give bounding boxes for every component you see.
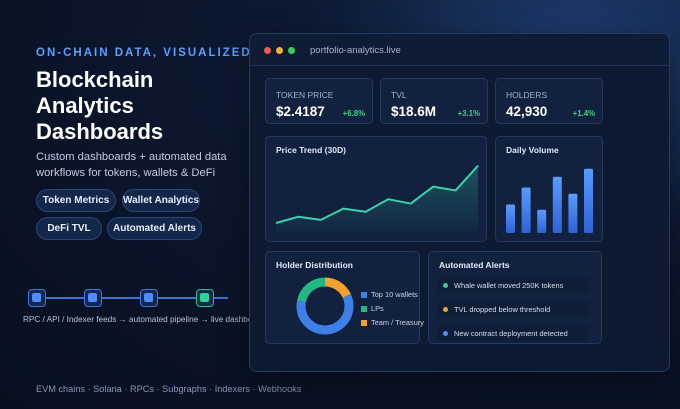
alert-text: Whale wallet moved 250K tokens xyxy=(454,280,564,290)
daily-volume-title: Daily Volume xyxy=(506,145,559,155)
alert-text: New contract deployment detected xyxy=(454,328,568,338)
pipeline-node-icon xyxy=(140,289,158,307)
kpi-label: HOLDERS xyxy=(506,90,548,100)
maximize-window-dot-icon[interactable] xyxy=(288,47,295,54)
dashboard-window: portfolio-analytics.live TOKEN PRICE $2.… xyxy=(249,33,670,372)
holder-donut-chart xyxy=(296,277,354,335)
alert-status-dot-icon xyxy=(443,306,448,312)
holder-distribution-title: Holder Distribution xyxy=(276,260,353,270)
legend-item-lps: LPs xyxy=(361,304,384,313)
holder-distribution-card: Holder Distribution Top 10 wallets LPs T… xyxy=(265,251,424,344)
kpi-value: $18.6M xyxy=(391,104,437,119)
hero-title-line: Analytics xyxy=(36,93,134,118)
donut-segment xyxy=(296,277,354,335)
kpi-value: 42,930 xyxy=(506,104,548,119)
alert-status-dot-icon xyxy=(443,282,448,288)
window-titlebar: portfolio-analytics.live xyxy=(250,34,669,66)
pill-automated-alerts[interactable]: Automated Alerts xyxy=(107,217,202,240)
daily-volume-card: Daily Volume xyxy=(495,136,603,242)
kpi-delta: +6.8% xyxy=(342,109,365,118)
kpi-delta: +3.1% xyxy=(457,109,480,118)
automated-alerts-card: Automated Alerts Whale wallet moved 250K… xyxy=(428,251,602,344)
volume-bar xyxy=(552,176,562,233)
legend-swatch xyxy=(361,291,367,298)
price-trend-chart xyxy=(275,165,479,233)
legend-swatch xyxy=(361,305,367,312)
legend-label: LPs xyxy=(371,304,384,313)
pipeline-connector xyxy=(38,297,228,299)
pipeline-node-icon xyxy=(84,289,102,307)
price-trend-area xyxy=(276,165,478,233)
kpi-card-token-price: TOKEN PRICE $2.4187 +6.8% xyxy=(265,78,373,124)
volume-bar xyxy=(584,168,593,233)
hero-subtitle: Custom dashboards + automated data workf… xyxy=(36,151,227,179)
volume-bar xyxy=(537,209,547,233)
alert-item[interactable]: New contract deployment detected xyxy=(437,325,589,341)
data-pipeline xyxy=(28,289,228,307)
legend-item-top-10-wallets: Top 10 wallets xyxy=(361,290,418,299)
alert-status-dot-icon xyxy=(443,330,448,336)
supported-sources: EVM chains · Solana · RPCs · Subgraphs ·… xyxy=(36,384,302,394)
hero-title-line: Dashboards xyxy=(36,119,164,144)
pipeline-caption: RPC / API / Indexer feeds → automated pi… xyxy=(23,315,265,324)
price-trend-card: Price Trend (30D) xyxy=(265,136,487,242)
kpi-label: TOKEN PRICE xyxy=(276,90,334,100)
pipeline-node-active-icon xyxy=(196,289,214,307)
hero-eyebrow: ON-CHAIN DATA, VISUALIZED xyxy=(36,47,252,59)
minimize-window-dot-icon[interactable] xyxy=(276,47,283,54)
pill-token-metrics[interactable]: Token Metrics xyxy=(36,189,116,212)
legend-label: Team / Treasury xyxy=(371,318,424,327)
close-window-dot-icon[interactable] xyxy=(264,47,271,54)
volume-bar xyxy=(506,204,515,233)
price-trend-line xyxy=(275,165,479,224)
legend-swatch xyxy=(361,319,367,326)
pipeline-node-icon xyxy=(28,289,46,307)
hero-title-line: Blockchain xyxy=(36,67,154,92)
kpi-delta: +1.4% xyxy=(572,109,595,118)
pill-wallet-analytics[interactable]: Wallet Analytics xyxy=(122,189,200,212)
alert-item[interactable]: Whale wallet moved 250K tokens xyxy=(437,277,589,293)
kpi-label: TVL xyxy=(391,90,407,100)
hero-title: Blockchain Analytics Dashboards xyxy=(36,67,236,145)
price-trend-title: Price Trend (30D) xyxy=(276,145,346,155)
volume-bar xyxy=(521,187,531,233)
kpi-card-tvl: TVL $18.6M +3.1% xyxy=(380,78,488,124)
kpi-value: $2.4187 xyxy=(276,104,325,119)
alert-item[interactable]: TVL dropped below threshold xyxy=(437,301,589,317)
legend-label: Top 10 wallets xyxy=(371,290,418,299)
alert-text: TVL dropped below threshold xyxy=(454,304,551,314)
donut-segment xyxy=(296,277,354,335)
kpi-card-holders: HOLDERS 42,930 +1.4% xyxy=(495,78,603,124)
legend-item-team-treasury: Team / Treasury xyxy=(361,318,424,327)
address-bar-url[interactable]: portfolio-analytics.live xyxy=(310,45,401,56)
automated-alerts-title: Automated Alerts xyxy=(439,260,510,270)
daily-volume-chart xyxy=(506,168,593,233)
pill-defi-tvl[interactable]: DeFi TVL xyxy=(36,217,102,240)
volume-bar xyxy=(568,193,578,233)
